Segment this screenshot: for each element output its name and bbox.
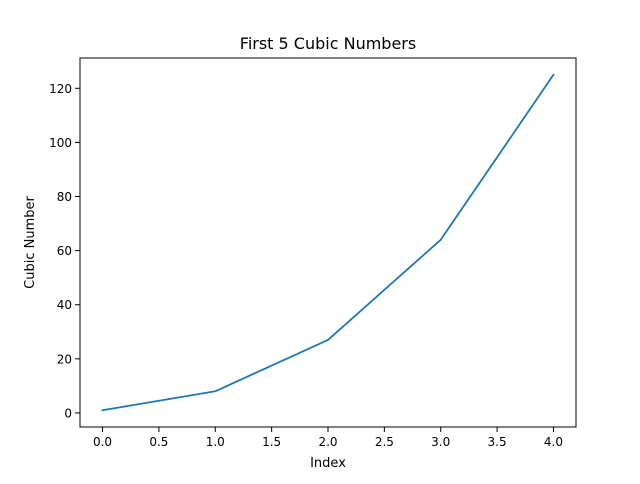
x-tick-label: 1.5 xyxy=(262,435,281,449)
x-tick-label: 0.0 xyxy=(93,435,112,449)
series-line xyxy=(101,73,555,412)
x-tick-label: 4.0 xyxy=(544,435,563,449)
y-axis-label: Cubic Number xyxy=(23,196,38,289)
x-tick-label: 2.5 xyxy=(375,435,394,449)
plot-frame xyxy=(79,57,577,428)
y-tick-label: 40 xyxy=(57,298,72,312)
x-axis-label: Index xyxy=(310,456,346,471)
y-tick-label: 80 xyxy=(57,190,72,204)
y-tick-label: 0 xyxy=(64,406,72,420)
y-tick-label: 100 xyxy=(49,136,72,150)
y-tick-label: 20 xyxy=(57,352,72,366)
chart-title: First 5 Cubic Numbers xyxy=(240,34,416,53)
x-tick-label: 1.0 xyxy=(206,435,225,449)
y-tick-label: 120 xyxy=(49,82,72,96)
x-axis-ticks: 0.0 0.5 1.0 1.5 2.0 2.5 3.0 3.5 4.0 xyxy=(93,427,563,449)
y-tick-label: 60 xyxy=(57,244,72,258)
series-group xyxy=(101,73,555,412)
x-tick-label: 2.0 xyxy=(318,435,337,449)
x-tick-label: 3.5 xyxy=(488,435,507,449)
x-tick-label: 3.0 xyxy=(431,435,450,449)
y-axis-ticks: 0 20 40 60 80 100 120 xyxy=(49,82,80,420)
x-tick-label: 0.5 xyxy=(149,435,168,449)
